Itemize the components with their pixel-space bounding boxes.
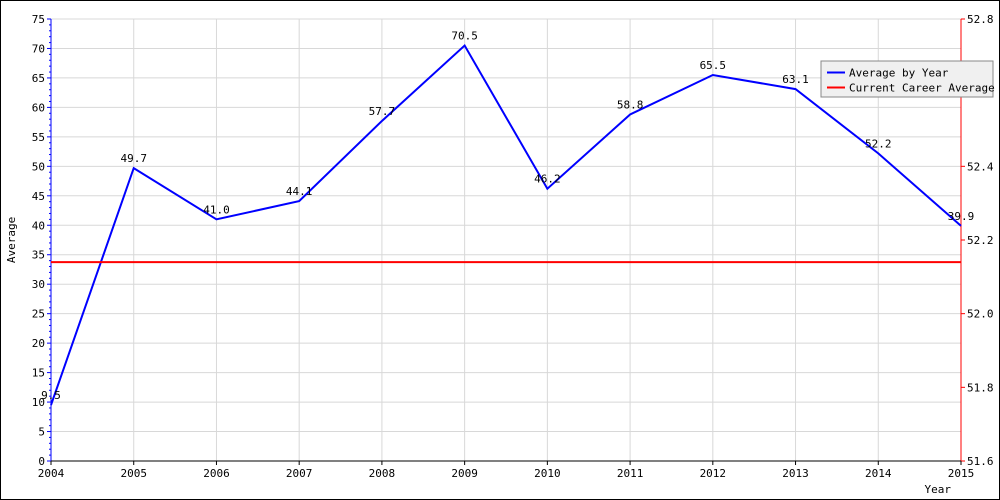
y-left-tick-label: 75 <box>32 13 45 26</box>
x-tick-label: 2009 <box>451 467 478 480</box>
y-left-tick-label: 70 <box>32 42 45 55</box>
x-tick-label: 2011 <box>617 467 644 480</box>
y-left-tick-label: 40 <box>32 219 45 232</box>
chart-svg: 051015202530354045505560657075Average51.… <box>1 1 999 499</box>
data-point-label: 58.8 <box>617 98 644 111</box>
y-right-tick-label: 51.8 <box>967 381 994 394</box>
y-left-tick-label: 35 <box>32 249 45 262</box>
x-tick-label: 2008 <box>369 467 396 480</box>
x-tick-label: 2005 <box>120 467 147 480</box>
data-point-label: 63.1 <box>782 73 809 86</box>
x-tick-label: 2010 <box>534 467 561 480</box>
data-point-label: 46.2 <box>534 173 561 186</box>
x-tick-label: 2015 <box>948 467 975 480</box>
x-tick-label: 2007 <box>286 467 313 480</box>
y-left-tick-label: 25 <box>32 308 45 321</box>
y-left-tick-label: 30 <box>32 278 45 291</box>
data-point-label: 39.9 <box>948 210 975 223</box>
x-tick-label: 2012 <box>700 467 727 480</box>
y-left-tick-label: 60 <box>32 101 45 114</box>
x-tick-label: 2014 <box>865 467 892 480</box>
data-point-label: 49.7 <box>120 152 147 165</box>
y-left-tick-label: 45 <box>32 190 45 203</box>
data-point-label: 65.5 <box>700 59 727 72</box>
data-point-label: 52.2 <box>865 137 892 150</box>
y-right-tick-label: 52.0 <box>967 308 994 321</box>
y-left-tick-label: 65 <box>32 72 45 85</box>
x-tick-label: 2006 <box>203 467 230 480</box>
x-axis-label: Year <box>925 483 952 496</box>
y-right-tick-label: 52.8 <box>967 13 994 26</box>
data-point-label: 70.5 <box>451 30 478 43</box>
x-tick-label: 2004 <box>38 467 65 480</box>
y-left-tick-label: 5 <box>38 426 45 439</box>
y-right-tick-label: 52.4 <box>967 160 994 173</box>
x-tick-label: 2013 <box>782 467 809 480</box>
y-left-tick-label: 55 <box>32 131 45 144</box>
y-right-tick-label: 52.2 <box>967 234 994 247</box>
y-left-axis-label: Average <box>5 217 18 263</box>
y-left-tick-label: 50 <box>32 160 45 173</box>
legend-label: Average by Year <box>849 67 949 80</box>
data-point-label: 44.1 <box>286 185 313 198</box>
chart-container: 051015202530354045505560657075Average51.… <box>0 0 1000 500</box>
y-left-tick-label: 20 <box>32 337 45 350</box>
legend-label: Current Career Average <box>849 82 995 95</box>
y-left-tick-label: 15 <box>32 367 45 380</box>
data-point-label: 41.0 <box>203 203 230 216</box>
data-point-label: 57.7 <box>369 105 396 118</box>
data-point-label: 9.5 <box>41 389 61 402</box>
